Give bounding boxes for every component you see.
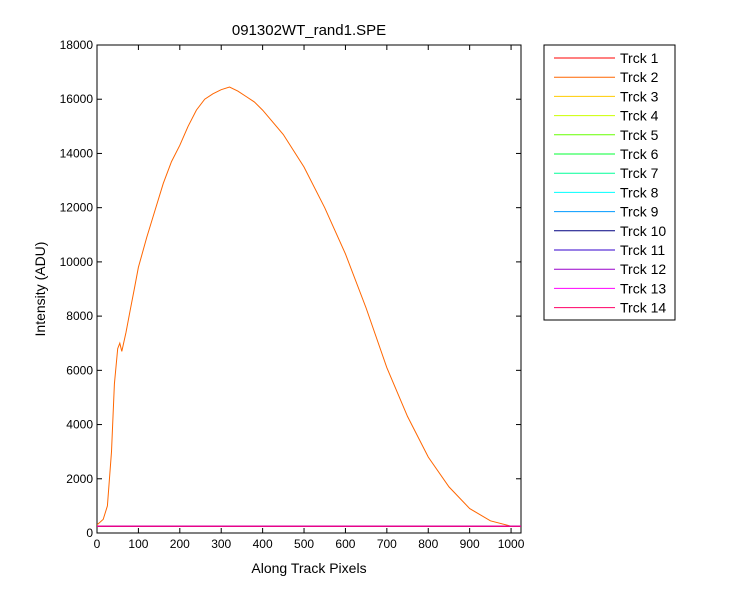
x-tick-label: 300 bbox=[211, 537, 231, 551]
legend-label: Trck 3 bbox=[620, 88, 659, 104]
x-tick-label: 1000 bbox=[498, 537, 525, 551]
legend-label: Trck 13 bbox=[620, 280, 666, 296]
y-tick-label: 2000 bbox=[66, 472, 93, 486]
x-tick-label: 600 bbox=[335, 537, 355, 551]
plot-area bbox=[96, 44, 522, 534]
x-axis: 0 100 200 300 400 500 600 700 800 900 1000 bbox=[94, 45, 525, 551]
x-tick-label: 400 bbox=[253, 537, 273, 551]
series-layer bbox=[97, 86, 521, 527]
y-tick-label: 16000 bbox=[60, 92, 94, 106]
legend-label: Trck 9 bbox=[620, 204, 659, 220]
legend-box bbox=[543, 44, 676, 321]
legend-label: Trck 5 bbox=[620, 127, 659, 143]
y-tick-label: 0 bbox=[86, 526, 93, 540]
series-line-trck-2 bbox=[97, 86, 521, 527]
x-tick-label: 0 bbox=[94, 537, 101, 551]
legend-label: Trck 8 bbox=[620, 184, 659, 200]
x-tick-label: 100 bbox=[128, 537, 148, 551]
y-tick-label: 8000 bbox=[66, 309, 93, 323]
x-tick-label: 900 bbox=[460, 537, 480, 551]
x-tick-label: 700 bbox=[377, 537, 397, 551]
legend-label: Trck 2 bbox=[620, 69, 659, 85]
legend-label: Trck 6 bbox=[620, 146, 659, 162]
legend: Trck 1 Trck 2 Trck 3 Trck 4 Trck 5 Trck 6 Trck… bbox=[543, 44, 676, 321]
y-tick-label: 14000 bbox=[60, 146, 94, 160]
x-axis-label: Along Track Pixels bbox=[251, 560, 366, 576]
x-tick-label: 500 bbox=[294, 537, 314, 551]
legend-label: Trck 10 bbox=[620, 223, 666, 239]
y-tick-label: 4000 bbox=[66, 418, 93, 432]
chart-title: 091302WT_rand1.SPE bbox=[232, 22, 386, 39]
x-tick-label: 800 bbox=[418, 537, 438, 551]
y-tick-label: 6000 bbox=[66, 363, 93, 377]
legend-label: Trck 11 bbox=[620, 242, 665, 258]
y-tick-label: 10000 bbox=[60, 255, 94, 269]
legend-label: Trck 7 bbox=[620, 165, 659, 181]
legend-label: Trck 4 bbox=[620, 108, 659, 124]
y-axis-label: Intensity (ADU) bbox=[32, 242, 48, 337]
y-tick-label: 18000 bbox=[60, 38, 94, 52]
legend-label: Trck 12 bbox=[620, 261, 666, 277]
x-tick-label: 200 bbox=[170, 537, 190, 551]
legend-label: Trck 14 bbox=[620, 300, 666, 316]
y-tick-label: 12000 bbox=[60, 201, 94, 215]
legend-label: Trck 1 bbox=[620, 50, 659, 66]
y-axis: 0 2000 4000 6000 8000 10000 12000 14000 16000 180… bbox=[60, 38, 521, 540]
